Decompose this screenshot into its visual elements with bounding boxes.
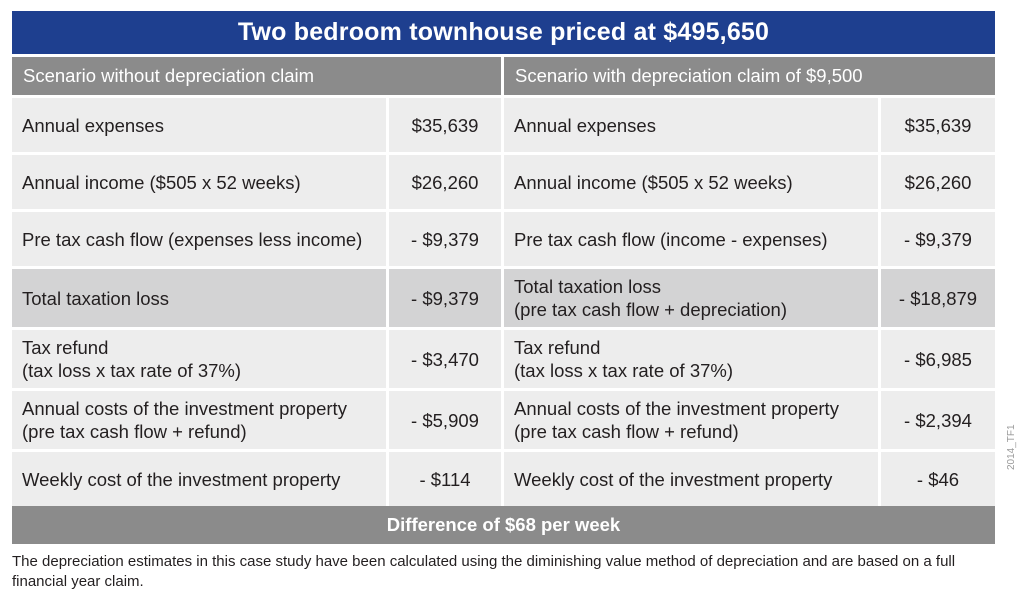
row-label-line2: (pre tax cash flow + depreciation): [514, 299, 788, 320]
row-value-left: $35,639: [389, 98, 501, 152]
row-label-right: Pre tax cash flow (income - expenses): [504, 212, 878, 266]
row-value-left: $26,260: [389, 155, 501, 209]
row-value-right: $35,639: [881, 98, 995, 152]
row-label-right: Annual income ($505 x 52 weeks): [504, 155, 878, 209]
row-label-line1: Tax refund: [514, 337, 601, 358]
row-label-right: Annual costs of the investment property …: [504, 391, 878, 449]
row-label-line1: Tax refund: [22, 337, 109, 358]
row-label-line1: Total taxation loss: [514, 276, 662, 297]
comparison-table: Scenario without depreciation claim Scen…: [12, 57, 995, 506]
row-label-left: Annual expenses: [12, 98, 386, 152]
row-label-right: Weekly cost of the investment property: [504, 452, 878, 506]
left-scenario-header: Scenario without depreciation claim: [12, 57, 501, 95]
right-scenario-header: Scenario with depreciation claim of $9,5…: [504, 57, 995, 95]
row-value-left: - $9,379: [389, 269, 501, 327]
row-label-right: Tax refund (tax loss x tax rate of 37%): [504, 330, 878, 388]
row-label-line2: (pre tax cash flow + refund): [22, 421, 247, 442]
row-value-right: - $6,985: [881, 330, 995, 388]
row-label-line1: Annual costs of the investment property: [22, 398, 347, 419]
row-label-line2: (tax loss x tax rate of 37%): [22, 360, 242, 381]
table-title: Two bedroom townhouse priced at $495,650: [12, 11, 995, 54]
row-value-right: - $9,379: [881, 212, 995, 266]
figure-code: 2014_TF1: [1006, 424, 1017, 470]
row-label-right: Total taxation loss (pre tax cash flow +…: [504, 269, 878, 327]
row-label-left: Weekly cost of the investment property: [12, 452, 386, 506]
row-label-left: Tax refund (tax loss x tax rate of 37%): [12, 330, 386, 388]
row-value-left: - $3,470: [389, 330, 501, 388]
row-value-left: - $5,909: [389, 391, 501, 449]
row-label-left: Total taxation loss: [12, 269, 386, 327]
row-label-right: Annual expenses: [504, 98, 878, 152]
row-value-right: - $46: [881, 452, 995, 506]
row-value-right: - $18,879: [881, 269, 995, 327]
row-label-left: Annual costs of the investment property …: [12, 391, 386, 449]
row-value-left: - $9,379: [389, 212, 501, 266]
row-label-line2: (tax loss x tax rate of 37%): [514, 360, 734, 381]
row-value-left: - $114: [389, 452, 501, 506]
row-label-left: Annual income ($505 x 52 weeks): [12, 155, 386, 209]
row-label-line2: (pre tax cash flow + refund): [514, 421, 739, 442]
row-label-left: Pre tax cash flow (expenses less income): [12, 212, 386, 266]
difference-summary: Difference of $68 per week: [12, 506, 995, 544]
row-value-right: $26,260: [881, 155, 995, 209]
row-label-line1: Annual costs of the investment property: [514, 398, 839, 419]
footnote: The depreciation estimates in this case …: [12, 553, 956, 590]
row-value-right: - $2,394: [881, 391, 995, 449]
